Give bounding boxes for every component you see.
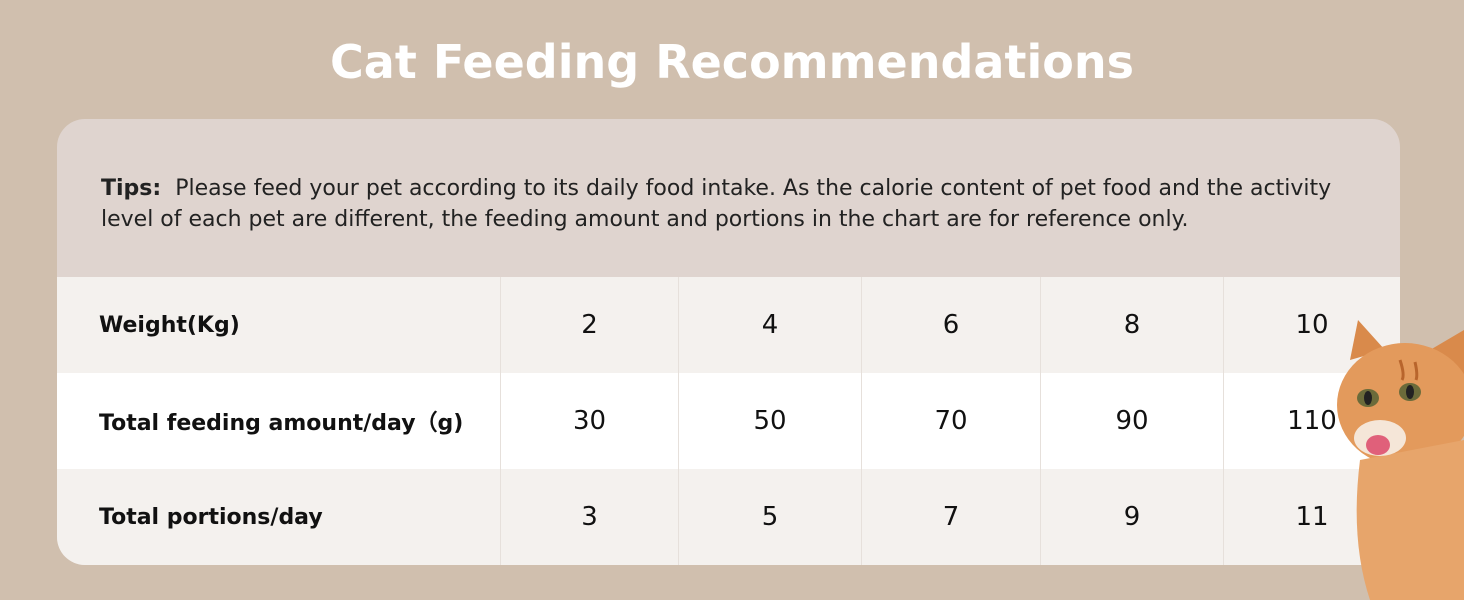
cell-value: 10 [1223, 277, 1400, 373]
tips-text: Please feed your pet according to its da… [101, 176, 1332, 232]
cat-illustration [1337, 320, 1464, 600]
cell-value: 50 [678, 373, 861, 469]
table-row: Total feeding amount/day（g) 30 50 70 90 110 [57, 373, 1400, 469]
cell-value: 4 [678, 277, 861, 373]
row-label: Total portions/day [99, 504, 323, 530]
cell-value: 70 [861, 373, 1040, 469]
cell-value: 2 [500, 277, 678, 373]
cell-value: 8 [1040, 277, 1223, 373]
cell-value: 9 [1040, 469, 1223, 565]
card: Tips: Please feed your pet according to i… [57, 119, 1400, 565]
cell-value: 6 [861, 277, 1040, 373]
cell-value: 110 [1223, 373, 1400, 469]
cell-value: 90 [1040, 373, 1223, 469]
tips: Tips: Please feed your pet according to i… [101, 173, 1371, 235]
title: Cat Feeding Recommendations [330, 35, 1134, 89]
table-row: Total portions/day 3 5 7 9 11 [57, 469, 1400, 565]
row-label: Total feeding amount/day（g) [99, 411, 464, 436]
tips-label: Tips: [101, 176, 162, 201]
cell-value: 11 [1223, 469, 1400, 565]
row-label: Weight(Kg) [99, 312, 240, 338]
table-row: Weight(Kg) 2 4 6 8 10 [57, 277, 1400, 373]
cell-value: 3 [500, 469, 678, 565]
cell-value: 30 [500, 373, 678, 469]
cell-value: 5 [678, 469, 861, 565]
cell-value: 7 [861, 469, 1040, 565]
